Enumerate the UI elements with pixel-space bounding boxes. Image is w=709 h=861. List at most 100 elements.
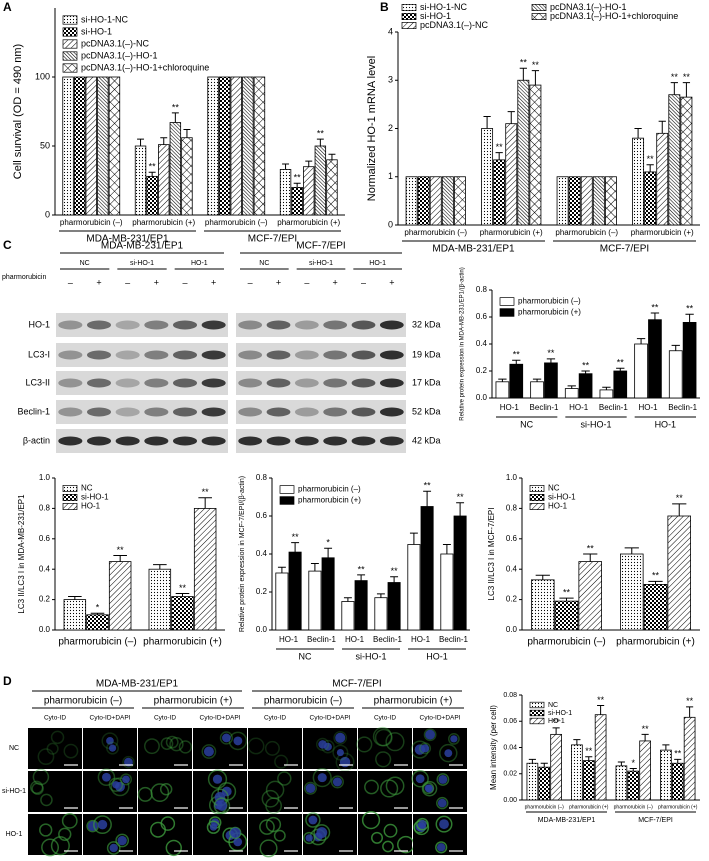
error-bar bbox=[456, 502, 465, 516]
cell-signal bbox=[303, 831, 316, 845]
imaging-channel: Cyto-ID bbox=[374, 715, 396, 722]
significance: ** bbox=[520, 58, 528, 68]
blot-band bbox=[379, 407, 404, 417]
legend-label: pharmorubicin (–) bbox=[298, 485, 361, 494]
error-bar bbox=[148, 171, 156, 177]
error-bar bbox=[672, 503, 687, 516]
significance: ** bbox=[532, 60, 540, 70]
blot-band bbox=[294, 436, 319, 446]
imaging-row: HO-1 bbox=[6, 831, 23, 838]
bar bbox=[634, 343, 648, 399]
y-tick-label: 1 bbox=[388, 171, 393, 181]
y-axis-title: LC3 II/LC3 I in MCF-7/EPI bbox=[487, 508, 496, 601]
bar bbox=[279, 169, 292, 216]
bar bbox=[604, 176, 617, 226]
blot-band bbox=[238, 436, 263, 446]
nucleus bbox=[436, 843, 446, 852]
significance: ** bbox=[358, 564, 366, 574]
bar bbox=[644, 171, 657, 226]
error-bar bbox=[658, 120, 666, 134]
group-label: MCF-7/EPI bbox=[248, 234, 297, 245]
error-bar bbox=[305, 160, 313, 167]
cell-signal bbox=[313, 824, 331, 841]
legend-swatch bbox=[62, 63, 78, 73]
nucleus bbox=[318, 740, 327, 749]
cell-signal bbox=[335, 752, 355, 772]
bar bbox=[171, 596, 194, 631]
error-bar bbox=[670, 82, 678, 95]
blot-band bbox=[323, 378, 348, 388]
significance: ** bbox=[496, 142, 504, 152]
nucleus bbox=[97, 819, 108, 830]
blot-band bbox=[201, 320, 226, 330]
blot-band bbox=[351, 350, 376, 360]
blot-cell-line: MCF-7/EPI bbox=[296, 241, 345, 252]
cell-signal bbox=[122, 755, 135, 769]
imaging-channel: Cyto-ID+DAPI bbox=[420, 715, 461, 722]
blot-group: si-HO-1 bbox=[130, 260, 154, 267]
legend-swatch bbox=[531, 3, 547, 12]
nucleus bbox=[421, 744, 430, 753]
legend-label: si-HO-1 bbox=[548, 710, 572, 717]
bar bbox=[218, 76, 231, 216]
significance: ** bbox=[642, 724, 650, 734]
bar bbox=[314, 145, 327, 216]
error-bar bbox=[685, 313, 694, 323]
blot-band bbox=[86, 378, 112, 388]
bar bbox=[207, 76, 219, 216]
blot-band bbox=[266, 350, 291, 360]
bar bbox=[453, 515, 467, 631]
imaging-cell-line: MCF-7/EPI bbox=[332, 679, 381, 690]
y-tick-label: 0.0 bbox=[476, 393, 488, 402]
bar bbox=[683, 716, 696, 801]
blot-band bbox=[144, 320, 169, 330]
blot-cell-line: MDA-MB-231/EP1 bbox=[101, 241, 184, 252]
significance: ** bbox=[457, 492, 465, 502]
blot-band bbox=[115, 436, 140, 446]
significance: ** bbox=[582, 360, 590, 370]
blot-band bbox=[144, 407, 169, 417]
legend-label: si-HO-1-NC bbox=[81, 14, 128, 24]
blot-band bbox=[351, 378, 376, 388]
legend-swatch bbox=[401, 13, 417, 21]
blot-group: HO-1 bbox=[191, 260, 208, 267]
bar bbox=[253, 76, 266, 216]
legend-label: si-HO-1-NC bbox=[420, 2, 467, 12]
bar bbox=[580, 176, 593, 226]
error-bar bbox=[68, 596, 82, 600]
significance: ** bbox=[292, 532, 300, 542]
bar bbox=[493, 159, 506, 226]
nucleus bbox=[124, 757, 133, 767]
bar bbox=[275, 572, 289, 631]
error-bar bbox=[328, 153, 336, 160]
x-tick-label: HO-1 bbox=[279, 635, 299, 644]
bar bbox=[387, 582, 401, 631]
cell-signal bbox=[385, 732, 405, 752]
blot-group: NC bbox=[80, 260, 90, 267]
x-tick-label: pharmorubicin (+) bbox=[143, 637, 222, 648]
blot-band bbox=[238, 407, 263, 417]
imaging-condition: pharmorubicin (–) bbox=[44, 696, 122, 707]
cell-signal bbox=[274, 754, 289, 769]
blot-sign: – bbox=[304, 277, 309, 287]
bar bbox=[230, 76, 242, 216]
bar bbox=[158, 144, 170, 216]
legend-swatch bbox=[279, 485, 295, 494]
error-bar bbox=[641, 733, 649, 741]
error-bar bbox=[282, 163, 290, 170]
nucleus bbox=[308, 815, 318, 825]
bar bbox=[108, 76, 121, 216]
x-tick-label: Beclin-1 bbox=[373, 635, 402, 644]
legend-label: HO-1 bbox=[548, 502, 568, 511]
bar bbox=[656, 132, 669, 226]
bar bbox=[405, 176, 418, 226]
blot-size: 52 kDa bbox=[412, 406, 441, 416]
nucleus bbox=[106, 737, 114, 745]
blot-band bbox=[379, 320, 404, 330]
blot-strip bbox=[56, 343, 228, 367]
nucleus bbox=[230, 827, 241, 839]
bar bbox=[308, 570, 322, 631]
micrograph bbox=[28, 728, 82, 769]
bar bbox=[341, 601, 355, 631]
x-tick-label: HO-1 bbox=[569, 403, 589, 412]
